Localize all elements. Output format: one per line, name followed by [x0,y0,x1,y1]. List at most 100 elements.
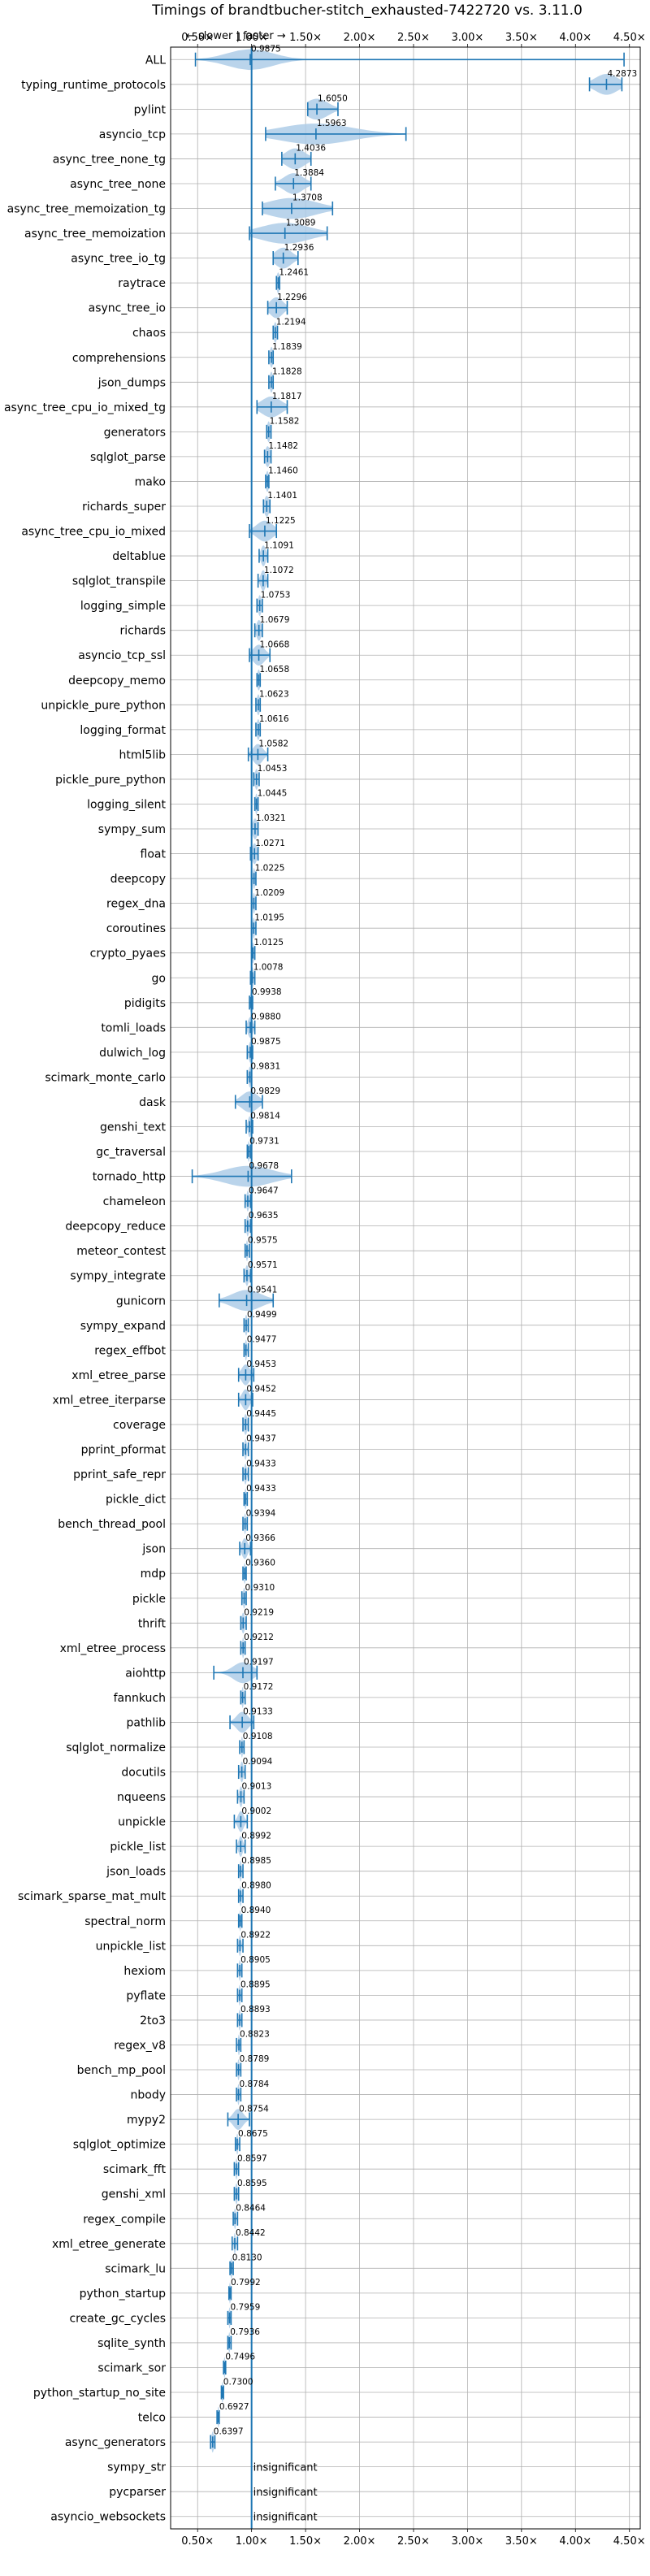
benchmark-label: scimark_sparse_mat_mult [18,1890,166,1903]
x-tick-label-top: 4.50× [613,32,646,44]
benchmark-label: meteor_contest [76,1245,166,1258]
insignificant-label: insignificant [254,2487,318,2499]
benchmark-label: 2to3 [140,2014,166,2027]
value-label: 0.9499 [247,1310,277,1320]
benchmark-label: ALL [145,54,166,67]
benchmark-label: xml_etree_iterparse [53,1394,166,1407]
x-tick-label-top: 2.00× [344,32,376,44]
benchmark-label: gunicorn [116,1295,166,1308]
benchmark-label: chaos [132,327,166,340]
value-label: 1.6050 [318,94,348,104]
value-label: 0.9938 [252,987,282,997]
value-label: 1.0225 [255,863,285,873]
value-label: 0.9452 [246,1385,276,1394]
value-label: 1.2936 [284,243,314,253]
benchmark-label: xml_etree_process [60,1642,166,1655]
value-label: 0.9433 [246,1484,276,1494]
value-label: 1.0582 [258,739,288,749]
value-label: 0.8464 [236,2203,266,2213]
benchmark-label: scimark_fft [103,2163,167,2176]
benchmark-label: pathlib [127,1716,167,1729]
benchmark-label: telco [138,2412,166,2425]
value-label: 0.8789 [240,2054,270,2064]
benchmark-label: async_tree_io [89,302,166,315]
value-label: 0.9394 [246,1508,276,1518]
value-label: 0.9108 [243,1732,273,1741]
value-label: 0.9366 [245,1533,275,1543]
value-label: 0.9678 [249,1161,279,1171]
benchmark-label: pickle_dict [106,1494,167,1507]
value-label: 1.0125 [254,938,284,948]
value-label: 0.9212 [244,1633,274,1642]
benchmark-label: genshi_text [100,1121,167,1134]
benchmark-label: async_tree_none [70,178,166,191]
benchmark-label: async_tree_memoization [24,228,166,241]
value-label: 0.8597 [237,2153,267,2163]
grid-layer [171,47,640,2529]
benchmark-label: asyncio_tcp_ssl [78,649,166,662]
value-label: 0.9133 [243,1707,273,1717]
benchmark-label: json_dumps [98,376,166,389]
x-tick-label-top: 1.50× [289,32,322,44]
benchmark-label: python_startup [80,2288,166,2301]
value-label: 1.1460 [268,466,298,476]
value-label: 0.7300 [223,2377,254,2387]
value-label: 0.9875 [251,1037,281,1047]
benchmark-label: regex_dna [106,898,166,911]
benchmark-label: sqlglot_optimize [73,2139,166,2152]
benchmark-label: mako [135,475,166,488]
x-tick-label-top: 3.50× [505,32,538,44]
value-label: 1.4036 [296,144,326,154]
benchmark-label: asyncio_websockets [50,2511,166,2524]
value-label: 0.7959 [231,2303,261,2313]
benchmark-label: xml_etree_parse [72,1369,166,1382]
marks-layer [191,52,625,2449]
benchmark-label: dulwich_log [99,1047,166,1060]
value-label: 1.3708 [292,193,323,203]
value-label: 0.9172 [244,1682,274,1692]
value-label: 0.9433 [246,1459,276,1468]
benchmark-label: deltablue [112,550,166,563]
value-label: 1.0271 [255,839,285,848]
x-tick-label-bottom: 4.00× [559,2535,592,2548]
value-label: 0.9571 [248,1260,278,1270]
x-tick-label-top: 3.00× [451,32,483,44]
benchmark-label: pprint_safe_repr [73,1468,166,1481]
benchmark-label: generators [104,426,166,439]
value-label: 1.1091 [264,540,294,550]
benchmark-label: pickle_pure_python [55,774,166,787]
x-tick-label-top: 2.50× [397,32,430,44]
benchmark-label: pprint_pformat [81,1444,167,1457]
benchmark-label: mdp [141,1568,167,1581]
x-tick-label-bottom: 3.50× [505,2535,538,2548]
value-label: 0.9647 [249,1186,279,1195]
value-label: 1.3089 [286,218,316,228]
benchmark-label: nqueens [117,1791,166,1804]
x-tick-label-bottom: 1.00× [236,2535,268,2548]
value-label: 1.1225 [266,516,296,526]
benchmark-label: pidigits [124,997,166,1010]
benchmark-label: pickle [132,1593,166,1606]
value-label: 1.0623 [259,690,289,700]
value-label: 0.9875 [251,44,281,54]
benchmark-label: sympy_integrate [70,1270,166,1283]
value-label: 0.8893 [240,2005,271,2014]
value-label: 4.2873 [607,69,637,79]
benchmark-label: spectral_norm [84,1915,166,1928]
value-label: 1.0078 [254,962,284,972]
axis-layer: 0.50× 0.50× 1.00× 1.00× 1.50× 1.50× 2.00× 2.00×… [170,32,646,2548]
value-label: 0.8784 [239,2079,269,2089]
direction-label: ← slower | faster → [186,30,286,42]
value-label: 0.9453 [246,1360,276,1369]
benchmark-label: bench_mp_pool [77,2064,166,2077]
value-label: 0.9310 [245,1583,275,1593]
value-label: 0.8130 [232,2253,262,2263]
benchmark-label: sqlite_synth [98,2337,166,2350]
benchmark-label: regex_v8 [114,2039,166,2052]
benchmark-label: scimark_sor [98,2361,166,2374]
value-label: 0.9575 [248,1235,278,1245]
value-label: 0.9437 [246,1434,276,1444]
value-label: 0.8595 [237,2179,267,2188]
value-label: 1.1072 [264,566,294,575]
